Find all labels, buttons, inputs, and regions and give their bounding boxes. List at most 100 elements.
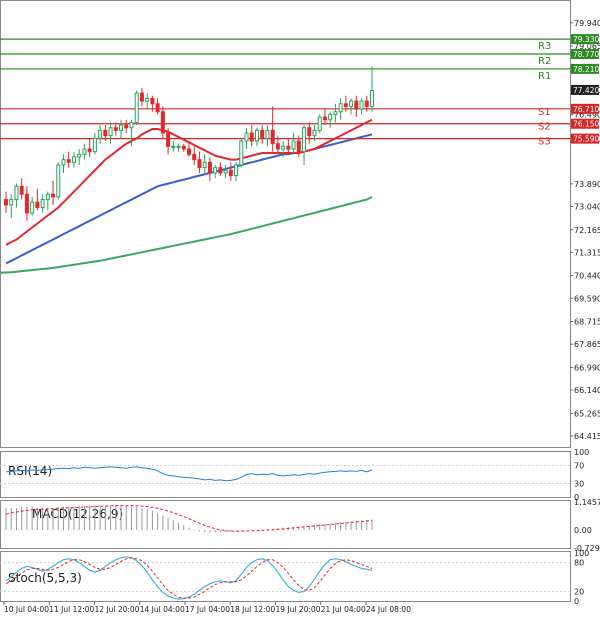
candle-body-bear <box>24 193 29 214</box>
rsi-panel: RSI(14) 100 70 30 0 <box>0 448 589 502</box>
candle-body-bear <box>166 132 171 147</box>
candle-body-bear <box>364 100 369 107</box>
support-resistance-levels: R3 79.330 R2 78.770 R1 78.210 S1 76.710 S2 76.150… <box>0 34 599 148</box>
rsi-panel-frame <box>0 451 571 498</box>
candle-body-bull <box>40 199 45 209</box>
candle-body-bull <box>119 124 124 131</box>
level-price-box-r1 <box>571 63 599 74</box>
price-tick-label: 79.065 <box>574 42 600 51</box>
candle-body-bear <box>207 161 212 174</box>
candle-body-bear <box>155 103 160 113</box>
price-tick-label: 72.165 <box>574 226 600 235</box>
level-price-label-s2: 76.150 <box>573 120 599 129</box>
panel-frames <box>0 0 571 602</box>
candle-body-bear <box>197 159 202 169</box>
macd-tick-label: 0.00 <box>574 526 592 535</box>
current-price-label: 77.420 <box>573 86 599 95</box>
price-tick-label: 71.315 <box>574 248 600 257</box>
candle-body-bear <box>286 145 291 150</box>
candle-body-bear <box>160 111 165 134</box>
level-price-box-s2 <box>571 118 599 129</box>
level-price-box-s1 <box>571 103 599 114</box>
candle-body-bear <box>275 143 280 150</box>
candle-body-bull <box>338 103 343 113</box>
level-name-s2: S2 <box>538 122 551 133</box>
candle-body-bear <box>113 127 118 131</box>
level-price-label-r3: 79.330 <box>573 35 599 44</box>
candle-body-bull <box>370 89 374 107</box>
candle-body-bull <box>312 129 317 137</box>
current-price-marker: 77.420 <box>571 84 599 95</box>
stoch-d-line <box>5 557 373 599</box>
candle-body-bull <box>265 129 270 139</box>
candle-body-bull <box>45 193 50 201</box>
candle-body-bear <box>87 148 92 153</box>
candle-body-bull <box>234 164 239 177</box>
price-tick-label: 69.590 <box>574 294 600 303</box>
time-tick-label: 10 Jul 04:00 <box>4 605 49 614</box>
candle-body-bull <box>254 129 259 142</box>
candle-body-bear <box>228 169 233 177</box>
stoch-tick-label: 80 <box>574 559 584 568</box>
stoch-tick-label: 100 <box>574 549 589 558</box>
candle-body-bear <box>270 129 275 145</box>
rsi-tick-label: 0 <box>574 493 579 502</box>
rsi-tick-label: 100 <box>574 448 589 457</box>
candle-body-bull <box>202 161 207 169</box>
candle-body-bull <box>14 185 19 201</box>
candle-body-bull <box>30 201 35 214</box>
level-price-label-r2: 78.770 <box>573 50 599 59</box>
rsi-tick-label: 70 <box>574 462 584 471</box>
candle-body-bull <box>92 137 97 153</box>
rsi-line <box>5 466 373 482</box>
level-price-box-s3 <box>571 133 599 144</box>
level-price-label-s3: 75.590 <box>573 135 599 144</box>
level-name-r3: R3 <box>538 41 551 52</box>
candle-body-bull <box>77 153 82 158</box>
candle-body-bull <box>61 159 66 166</box>
stoch-panel-frame <box>0 551 571 602</box>
level-name-r1: R1 <box>538 71 551 82</box>
candle-body-bear <box>35 201 40 209</box>
level-name-s1: S1 <box>538 107 551 118</box>
time-tick-label: 11 Jul 12:00 <box>49 605 94 614</box>
candle-body-bull <box>291 140 296 150</box>
price-tick-label: 67.865 <box>574 340 600 349</box>
stoch-tick-label: 0 <box>574 597 579 606</box>
candle-body-bull <box>129 121 134 129</box>
time-tick-label: 19 Jul 20:00 <box>276 605 321 614</box>
time-tick-label: 21 Jul 04:00 <box>321 605 366 614</box>
level-price-label-s1: 76.710 <box>573 105 599 114</box>
price-tick-label: 76.490 <box>574 111 600 120</box>
candle-body-bear <box>322 116 327 121</box>
price-panel-frame <box>0 0 571 448</box>
macd-tick-label: -0.729 <box>574 544 600 553</box>
candle-body-bull <box>349 100 354 107</box>
price-tick-label: 64.415 <box>574 432 600 441</box>
candle-body-bear <box>19 185 24 195</box>
rsi-title: RSI(14) <box>8 464 52 478</box>
candle-body-bear <box>66 159 71 163</box>
candle-body-bear <box>51 193 56 198</box>
candle-body-bear <box>124 124 129 129</box>
candle-body-bear <box>150 97 155 105</box>
candle-body-bull <box>145 97 150 102</box>
stoch-title: Stoch(5,5,3) <box>8 571 82 585</box>
level-name-s3: S3 <box>538 137 551 148</box>
candle-body-bear <box>192 153 197 161</box>
macd-signal-line <box>5 505 373 532</box>
candle-body-bull <box>213 167 218 174</box>
candle-body-bull <box>239 140 244 166</box>
macd-panel-frame <box>0 500 571 549</box>
time-tick-label: 14 Jul 04:00 <box>140 605 185 614</box>
candle-body-bull <box>108 127 113 137</box>
candle-body-bear <box>260 129 265 139</box>
candle-body-bull <box>244 132 249 142</box>
candle-body-bull <box>317 116 322 131</box>
level-name-r2: R2 <box>538 56 551 67</box>
time-axis: 10 Jul 04:00 11 Jul 12:00 12 Jul 20:00 14 J… <box>3 602 411 614</box>
candle-body-bear <box>139 92 144 102</box>
candle-body-bear <box>218 167 223 174</box>
